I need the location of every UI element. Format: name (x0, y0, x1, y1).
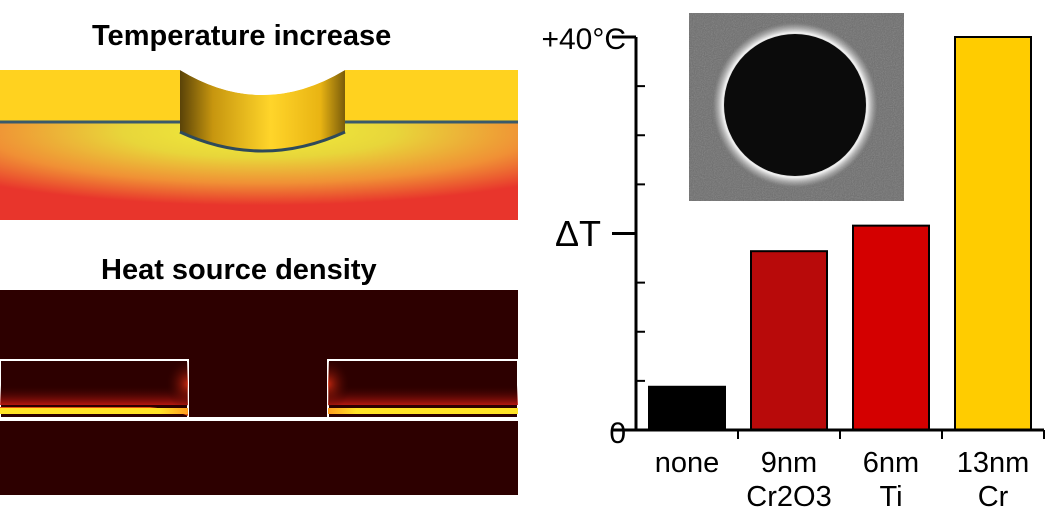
right-heat-stripe (328, 408, 518, 414)
heat-source-simulation-image (0, 290, 518, 495)
y-tick-label-top: +40°C (541, 23, 626, 56)
x-tick-label-line2: Cr2O3 (746, 481, 831, 510)
y-tick-label-bottom: 0 (609, 417, 626, 450)
temperature-increase-title: Temperature increase (92, 20, 392, 52)
y-axis (612, 35, 645, 432)
x-tick-label-line1: 6nm (863, 447, 919, 479)
x-tick-label-line1: 9nm (761, 447, 817, 479)
bar-3 (954, 36, 1032, 431)
x-tick-label-line1: 13nm (957, 447, 1030, 479)
nanohole-opening (180, 70, 345, 95)
sem-nanohole-inset-image (689, 13, 904, 201)
bars (648, 36, 1032, 431)
nanohole-wall (180, 70, 345, 151)
bar-2 (852, 224, 930, 431)
left-heat-stripe (0, 408, 188, 414)
x-tick-label-line1: none (655, 447, 720, 479)
right-gold-film (345, 70, 518, 122)
heat-source-density-title: Heat source density (101, 254, 377, 286)
x-tick-label-line2: Cr (978, 481, 1009, 510)
temperature-simulation-image (0, 70, 518, 220)
left-gold-film (0, 70, 180, 122)
y-axis-label: ΔT (555, 213, 601, 254)
bar-1 (750, 250, 828, 431)
bar-0 (648, 385, 726, 431)
x-tick-label-line2: Ti (879, 481, 902, 510)
